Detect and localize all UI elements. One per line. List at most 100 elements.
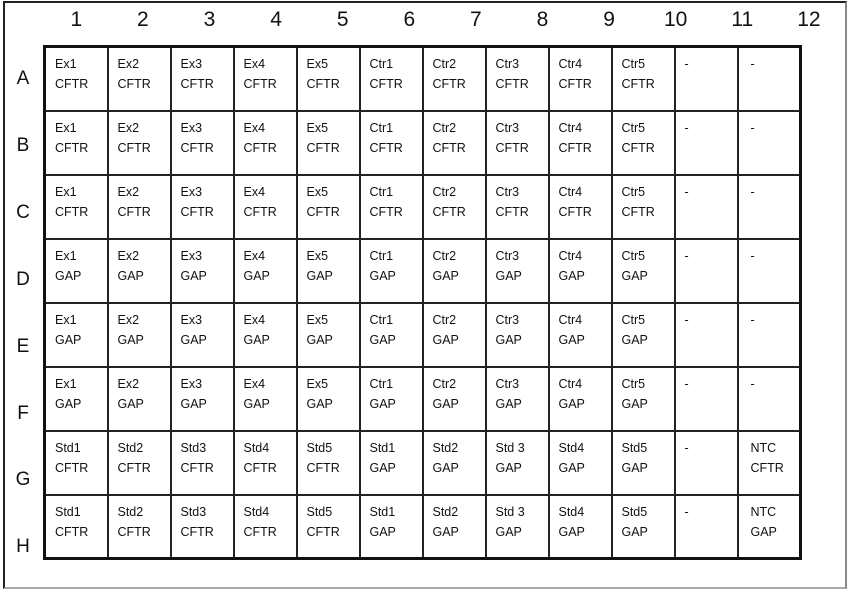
sample-label: Ctr1 — [369, 57, 394, 71]
sample-label: - — [750, 57, 755, 71]
target-label: CFTR — [243, 524, 277, 539]
sample-label: Std1 — [55, 440, 81, 455]
target-label: GAP — [558, 268, 585, 283]
plate-row: Ex1 CFTR Ex2 CFTR Ex3 CFTR Ex4 CFTR Ex5 CFTR Ctr1 C… — [43, 173, 802, 240]
well: Ex3 GAP — [169, 301, 235, 368]
column-header: 5 — [336, 8, 349, 31]
sample-label: Ex1 — [55, 57, 77, 71]
sample-label: Ex3 — [180, 184, 203, 199]
sample-label: Ex4 — [243, 57, 266, 71]
sample-label: Ex2 — [117, 184, 140, 199]
well: Ex2 GAP — [106, 301, 172, 368]
well: Ex5 CFTR — [295, 173, 361, 240]
target-label: GAP — [369, 268, 396, 283]
well: Ctr1 CFTR — [358, 173, 424, 240]
sample-label: Ex2 — [117, 376, 140, 391]
well: Ex1 GAP — [43, 237, 109, 304]
target-label: CFTR — [495, 140, 529, 155]
plate-row: Ex1 GAP Ex2 GAP Ex3 GAP Ex4 GAP Ex5 GAP Ctr1 GAP Ctr… — [43, 365, 802, 432]
well: Ex4 GAP — [232, 237, 298, 304]
well: - — [673, 493, 739, 560]
target-label: CFTR — [117, 524, 151, 539]
target-label: GAP — [432, 396, 459, 411]
sample-label: - — [684, 120, 689, 135]
target-label: GAP — [117, 396, 144, 411]
target-label: GAP — [621, 268, 648, 283]
target-label: CFTR — [243, 460, 277, 475]
sample-label: Ctr2 — [432, 376, 457, 391]
sample-label: Ex3 — [180, 57, 203, 71]
target-label: GAP — [117, 332, 144, 347]
target-label: GAP — [55, 268, 82, 283]
well: - — [736, 109, 802, 176]
sample-label: Std3 — [180, 440, 207, 455]
sample-label: Std 3 — [495, 504, 525, 519]
target-label: CFTR — [243, 77, 277, 91]
well: Ctr4 CFTR — [547, 173, 613, 240]
target-label: GAP — [558, 396, 585, 411]
target-label: CFTR — [117, 204, 151, 219]
sample-label: Ex4 — [243, 120, 266, 135]
target-label: GAP — [558, 524, 585, 539]
well: Ctr3 GAP — [484, 365, 550, 432]
target-label: CFTR — [495, 204, 529, 219]
sample-label: NTC — [750, 440, 777, 455]
target-label: GAP — [180, 268, 207, 283]
target-label: CFTR — [243, 204, 277, 219]
target-label: CFTR — [243, 140, 277, 155]
well: Ctr5 CFTR — [610, 173, 676, 240]
plate-row: Ex1 GAP Ex2 GAP Ex3 GAP Ex4 GAP Ex5 GAP Ctr1 GAP Ctr… — [43, 301, 802, 368]
row-header: H — [16, 536, 30, 558]
sample-label: Ex1 — [55, 376, 77, 391]
target-label: GAP — [55, 396, 82, 411]
row-header: F — [17, 402, 29, 424]
sample-label: Ex4 — [243, 248, 266, 263]
sample-label: Ctr4 — [558, 248, 583, 263]
target-label: GAP — [495, 524, 522, 539]
well: Std1 CFTR — [43, 493, 109, 560]
sample-label: Ex1 — [55, 184, 77, 199]
target-label: CFTR — [180, 77, 214, 91]
target-label: CFTR — [55, 460, 89, 475]
well: Ctr5 CFTR — [610, 109, 676, 176]
well: NTC GAP — [736, 493, 802, 560]
target-label: GAP — [180, 332, 207, 347]
well: Ctr1 CFTR — [358, 45, 424, 112]
plate-row: Std1 CFTR Std2 CFTR Std3 CFTR Std4 CFTR Std5 CFTR… — [43, 493, 802, 560]
sample-label: Ctr4 — [558, 120, 583, 135]
sample-label: Ctr1 — [369, 184, 394, 199]
target-label: GAP — [306, 396, 333, 411]
target-label: GAP — [621, 524, 648, 539]
target-label: CFTR — [117, 77, 151, 91]
row-header: A — [16, 68, 30, 89]
well: Ctr5 GAP — [610, 365, 676, 432]
well: Ctr1 GAP — [358, 301, 424, 368]
sample-label: Ex5 — [306, 120, 329, 135]
sample-label: - — [684, 312, 689, 327]
well: Std3 CFTR — [169, 429, 235, 496]
well: Std5 GAP — [610, 493, 676, 560]
well: Std4 GAP — [547, 493, 613, 560]
column-header: 7 — [470, 8, 482, 31]
sample-label: Ctr2 — [432, 184, 457, 199]
sample-label: Ctr2 — [432, 120, 457, 135]
plate-row: Ex1 CFTR Ex2 CFTR Ex3 CFTR Ex4 CFTR Ex5 CFTR Ctr1 C… — [43, 109, 802, 176]
sample-label: Ex4 — [243, 376, 266, 391]
sample-label: Ctr1 — [369, 376, 394, 391]
target-label: CFTR — [750, 460, 784, 475]
sample-label: Std 3 — [495, 440, 525, 455]
sample-label: Ex1 — [55, 120, 77, 135]
well: Ex4 CFTR — [232, 45, 298, 112]
well: - — [673, 173, 739, 240]
plate-row: Ex1 CFTR Ex2 CFTR Ex3 CFTR Ex4 CFTR Ex5 CFTR Ctr1 C… — [43, 45, 802, 112]
well: Ctr4 GAP — [547, 237, 613, 304]
sample-label: - — [684, 504, 689, 519]
plate-layout-frame — [3, 1, 847, 589]
well: Ex3 CFTR — [169, 173, 235, 240]
well: Ctr2 GAP — [421, 301, 487, 368]
sample-label: - — [684, 440, 689, 455]
sample-label: Ctr5 — [621, 184, 646, 199]
sample-label: Ex1 — [55, 248, 77, 263]
well: Std2 CFTR — [106, 429, 172, 496]
target-label: CFTR — [558, 204, 592, 219]
